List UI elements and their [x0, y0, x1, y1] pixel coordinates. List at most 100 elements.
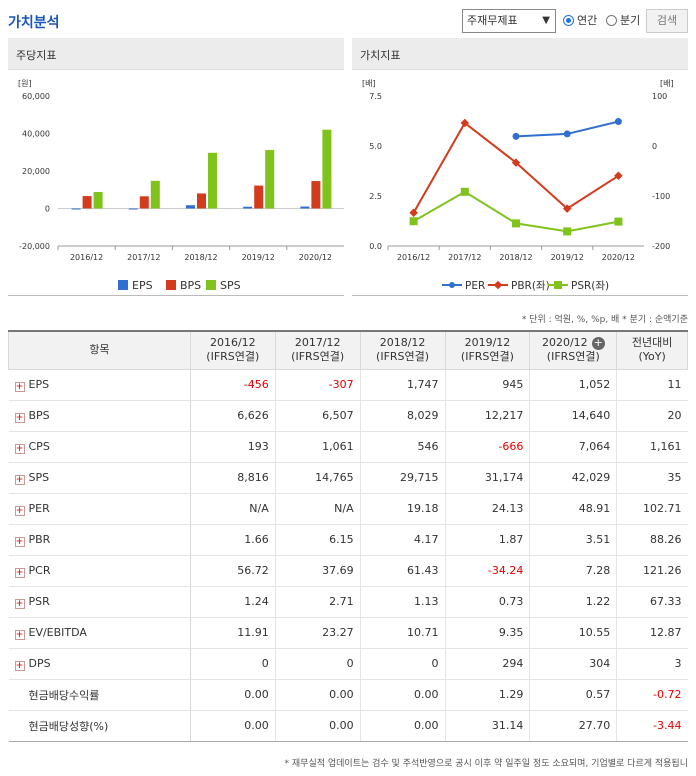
per-share-panel: 주당지표 [원] 60,000 40,000 20,000 0 -20,000 2016/1…	[8, 38, 344, 296]
table-cell: 8,816	[190, 462, 276, 494]
row-label-cell[interactable]: + EPS	[8, 369, 191, 401]
row-label-cell[interactable]: + SPS	[8, 462, 191, 494]
column-header-line1: 2018/12	[379, 336, 426, 350]
per-share-bar-chart: [원] 60,000 40,000 20,000 0 -20,000 2016/12 2017…	[18, 79, 344, 292]
y-tick-label: 0	[45, 205, 50, 214]
row-label-cell[interactable]: + DPS	[8, 648, 191, 680]
table-cell: N/A	[190, 493, 276, 525]
expand-row-icon[interactable]: +	[14, 536, 25, 547]
row-label-cell[interactable]: + PER	[8, 493, 191, 525]
row-label-cell[interactable]: + PBR	[8, 524, 191, 556]
table-cell: 14,765	[275, 462, 361, 494]
x-tick-label: 2019/12	[551, 253, 584, 262]
table-cell: 102.71	[616, 493, 688, 525]
table-row: 현금배당성향(%) 0.00 0.00 0.00 31.14 27.70 -3.44	[8, 710, 688, 742]
table-cell: 29,715	[360, 462, 446, 494]
report-type-value: 주재무제표	[467, 14, 518, 27]
expand-row-icon[interactable]: +	[14, 474, 25, 485]
report-type-select[interactable]: 주재무제표 ▼	[462, 9, 556, 33]
table-cell: -3.44	[616, 710, 688, 742]
table-row: + PSR 1.24 2.71 1.13 0.73 1.22 67.33	[8, 586, 688, 618]
legend-marker-per	[449, 282, 455, 288]
column-header: 2020/12 + (IFRS연결)	[529, 330, 618, 370]
column-header-line1: 전년대비	[631, 336, 673, 350]
table-cell: 193	[190, 431, 276, 463]
radio-selected-icon	[563, 14, 574, 26]
expand-row-icon[interactable]: +	[14, 443, 25, 454]
table-cell: 294	[445, 648, 531, 680]
table-cell: 61.43	[360, 555, 446, 587]
row-label-cell[interactable]: + BPS	[8, 400, 191, 432]
bar-sps	[265, 150, 275, 209]
column-header-line2: (IFRS연결)	[376, 350, 430, 364]
row-label-cell[interactable]: + PSR	[8, 586, 191, 618]
bar-eps	[128, 208, 138, 210]
x-tick-label: 2017/12	[448, 253, 481, 262]
table-cell: 19.18	[360, 493, 446, 525]
bar-bps	[139, 196, 149, 209]
expand-row-icon[interactable]: +	[14, 381, 25, 392]
y-axis-unit-label: [원]	[18, 79, 32, 88]
table-cell: 546	[360, 431, 446, 463]
table-cell: 23.27	[275, 617, 361, 649]
table-cell: N/A	[275, 493, 361, 525]
expand-row-icon[interactable]: +	[14, 567, 25, 578]
valuation-panel-title: 가치지표	[352, 38, 688, 70]
table-cell: 0.00	[190, 710, 276, 742]
x-tick-label: 2017/12	[127, 253, 160, 262]
column-header-line2: (IFRS연결)	[546, 350, 600, 364]
table-cell: 9.35	[445, 617, 531, 649]
table-cell: 48.91	[529, 493, 618, 525]
table-cell: 20	[616, 400, 688, 432]
legend-swatch-eps	[118, 280, 128, 290]
table-cell: 0.00	[190, 679, 276, 711]
legend-marker-pbr	[493, 280, 503, 290]
table-cell: 6,626	[190, 400, 276, 432]
table-cell: 4.17	[360, 524, 446, 556]
row-label-cell[interactable]: + CPS	[8, 431, 191, 463]
table-cell: 8,029	[360, 400, 446, 432]
table-cell: 0	[360, 648, 446, 680]
table-cell: 121.26	[616, 555, 688, 587]
row-label-cell[interactable]: + PCR	[8, 555, 191, 587]
expand-row-icon[interactable]: +	[14, 598, 25, 609]
table-cell: 7.28	[529, 555, 618, 587]
bar-bps	[311, 181, 321, 209]
y-tick-label: 60,000	[22, 92, 50, 101]
table-cell: 1.66	[190, 524, 276, 556]
table-cell: 11.91	[190, 617, 276, 649]
expand-row-icon[interactable]: +	[14, 505, 25, 516]
table-cell: 3.51	[529, 524, 618, 556]
x-tick-label: 2019/12	[242, 253, 275, 262]
row-label-cell[interactable]: + EV/EBITDA	[8, 617, 191, 649]
expand-row-icon[interactable]: +	[14, 412, 25, 423]
expand-row-icon[interactable]: +	[14, 629, 25, 640]
search-button[interactable]: 검색	[646, 9, 688, 33]
y-tick-label: -20,000	[19, 242, 50, 251]
x-tick-label: 2016/12	[397, 253, 430, 262]
y-right-tick-label: 0	[652, 142, 657, 151]
radio-quarterly[interactable]: 분기	[606, 12, 640, 28]
value-analysis-table: 항목 2016/12 (IFRS연결) 2017/12 (IFRS연결) 2018/12(…	[8, 330, 688, 742]
row-label: 현금배당성향(%)	[28, 719, 109, 733]
table-cell: 10.55	[529, 617, 618, 649]
bar-eps	[186, 205, 195, 209]
valuation-panel: 가치지표 [배] [배] 7.5 100 5.0 0 2.5 -100 0.0 -200 2016/…	[352, 38, 688, 296]
table-row: + EPS -456 -307 1,747 945 1,052 11	[8, 369, 688, 401]
row-label-cell: 현금배당수익률	[8, 679, 191, 711]
valuation-line-chart: [배] [배] 7.5 100 5.0 0 2.5 -100 0.0 -200 2016/12 201…	[362, 79, 674, 292]
table-cell: 0.00	[360, 710, 446, 742]
table-cell: 1,161	[616, 431, 688, 463]
bar-sps	[93, 191, 103, 209]
expand-row-icon[interactable]: +	[14, 660, 25, 671]
table-cell: 27.70	[529, 710, 618, 742]
table-cell: -307	[275, 369, 361, 401]
per-point	[563, 130, 571, 138]
chevron-down-icon: ▼	[542, 15, 550, 26]
expand-columns-icon[interactable]: +	[591, 336, 605, 351]
radio-annual[interactable]: 연간	[563, 12, 597, 28]
psr-point	[460, 187, 469, 196]
table-cell: 6.15	[275, 524, 361, 556]
pbr-point	[409, 208, 418, 218]
y-right-tick-label: -200	[652, 242, 670, 251]
